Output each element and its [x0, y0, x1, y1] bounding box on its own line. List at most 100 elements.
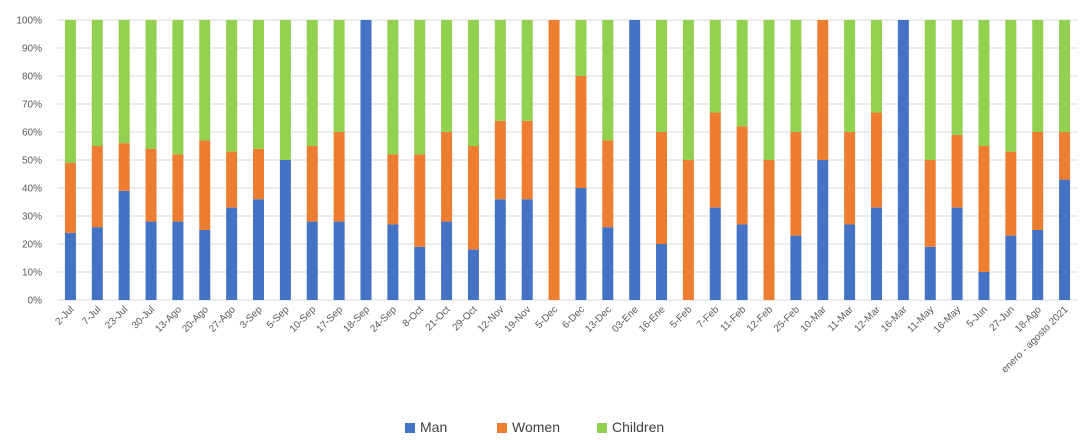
- bar-segment-women: [91, 146, 103, 228]
- x-tick-label: 16-Ene: [637, 304, 668, 335]
- bar-segment-man: [145, 221, 157, 300]
- bar-segment-man: [629, 20, 641, 300]
- legend-label-man: Man: [420, 419, 447, 435]
- bar-segment-children: [64, 20, 76, 163]
- bar-segment-man: [521, 199, 533, 300]
- bar-segment-women: [548, 20, 560, 300]
- x-tick-label: 16-Mar: [879, 304, 910, 335]
- bar-segment-children: [521, 20, 533, 121]
- x-tick-label: 29-Oct: [451, 304, 480, 333]
- bar-segment-children: [763, 20, 775, 160]
- bar-segment-man: [64, 232, 76, 300]
- bar-segment-children: [682, 20, 694, 160]
- x-tick-label: 11-Mar: [826, 304, 856, 334]
- bar-segment-women: [682, 160, 694, 300]
- bar-segment-children: [951, 20, 963, 135]
- y-tick-label: 90%: [22, 44, 42, 55]
- bar-segment-children: [602, 20, 614, 141]
- x-tick-label: 24-Sep: [368, 304, 399, 335]
- y-tick-label: 10%: [22, 268, 42, 279]
- y-tick-label: 100%: [16, 16, 42, 27]
- legend-swatch-women: [497, 423, 507, 433]
- bar-segment-man: [279, 160, 291, 300]
- bar-segment-women: [978, 146, 990, 272]
- y-tick-label: 60%: [22, 128, 42, 139]
- bar-segment-women: [951, 134, 963, 208]
- bar-segment-women: [118, 143, 130, 191]
- bar-segment-man: [494, 199, 506, 300]
- bar-segment-man: [656, 244, 668, 300]
- x-tick-label: 16-May: [932, 304, 963, 335]
- bar-segment-women: [790, 132, 802, 236]
- bar-segment-women: [441, 132, 453, 222]
- x-tick-label: 17-Sep: [315, 304, 346, 335]
- x-tick-label: 8-Oct: [401, 304, 426, 329]
- bar-segment-women: [226, 151, 238, 208]
- bar-segment-children: [279, 20, 291, 160]
- bar-segment-man: [1005, 235, 1017, 300]
- bar-segment-children: [387, 20, 399, 155]
- bar-segment-women: [172, 154, 184, 222]
- bar-segment-man: [602, 227, 614, 300]
- bar-segment-children: [333, 20, 345, 132]
- bar-segment-women: [521, 120, 533, 200]
- bar-segment-man: [1059, 179, 1071, 300]
- bar-segment-man: [199, 230, 211, 300]
- bar-segment-children: [736, 20, 748, 127]
- x-tick-label: 11-May: [906, 304, 937, 335]
- y-tick-label: 20%: [22, 240, 42, 251]
- bar-segment-women: [145, 148, 157, 222]
- y-tick-label: 70%: [22, 100, 42, 111]
- bar-segment-children: [414, 20, 426, 155]
- x-tick-label: 13-Dec: [583, 304, 614, 335]
- y-tick-label: 80%: [22, 72, 42, 83]
- bar-segment-women: [844, 132, 856, 225]
- bar-segment-children: [844, 20, 856, 132]
- bar-segment-children: [709, 20, 721, 113]
- x-tick-label: 23-Jul: [103, 304, 130, 331]
- x-tick-label: 10-Sep: [288, 304, 319, 335]
- bar-segment-women: [64, 162, 76, 233]
- bar-segment-man: [414, 246, 426, 300]
- x-tick-label: 03-Ene: [610, 304, 641, 335]
- legend-swatch-children: [597, 423, 607, 433]
- bar-segment-man: [709, 207, 721, 300]
- bar-segment-man: [817, 160, 829, 300]
- x-tick-label: 2-Jul: [53, 304, 76, 327]
- bar-segment-women: [306, 146, 318, 222]
- x-tick-label: 7-Jul: [80, 304, 103, 327]
- bar-segment-children: [199, 20, 211, 141]
- bar-segment-women: [763, 160, 775, 300]
- y-tick-label: 0%: [28, 296, 43, 307]
- bar-segment-children: [790, 20, 802, 132]
- legend-swatch-man: [405, 423, 415, 433]
- bar-segment-man: [172, 221, 184, 300]
- bar-segment-man: [844, 224, 856, 300]
- y-axis-ticks: 0% 10% 20% 30% 40% 50% 60% 70% 80% 90% 100%: [16, 16, 42, 307]
- legend-label-children: Children: [612, 419, 664, 435]
- bar-segment-man: [226, 207, 238, 300]
- bar-segment-children: [494, 20, 506, 121]
- bar-segment-man: [1032, 230, 1044, 300]
- bar-segment-children: [226, 20, 238, 152]
- x-tick-label: 3-Sep: [238, 304, 265, 331]
- x-tick-label: 27-Ago: [207, 304, 238, 335]
- bar-segment-children: [172, 20, 184, 155]
- x-tick-label: 5-Feb: [668, 304, 695, 331]
- bar-segment-man: [951, 207, 963, 300]
- bar-segment-women: [817, 20, 829, 160]
- x-tick-label: 12-Feb: [745, 304, 775, 334]
- x-tick-label: 21-Oct: [424, 304, 453, 333]
- x-tick-label: 5-Dec: [534, 304, 561, 331]
- bar-segment-children: [1032, 20, 1044, 132]
- bar-segment-children: [924, 20, 936, 160]
- bar-segment-children: [441, 20, 453, 132]
- bar-segment-man: [360, 20, 372, 300]
- x-tick-label: 27-Jun: [988, 304, 1017, 333]
- bar-segment-women: [387, 154, 399, 225]
- x-tick-label: 25-Feb: [772, 304, 802, 334]
- bar-segment-man: [441, 221, 453, 300]
- x-tick-label: 10-Mar: [799, 304, 830, 335]
- bar-segment-man: [118, 190, 130, 300]
